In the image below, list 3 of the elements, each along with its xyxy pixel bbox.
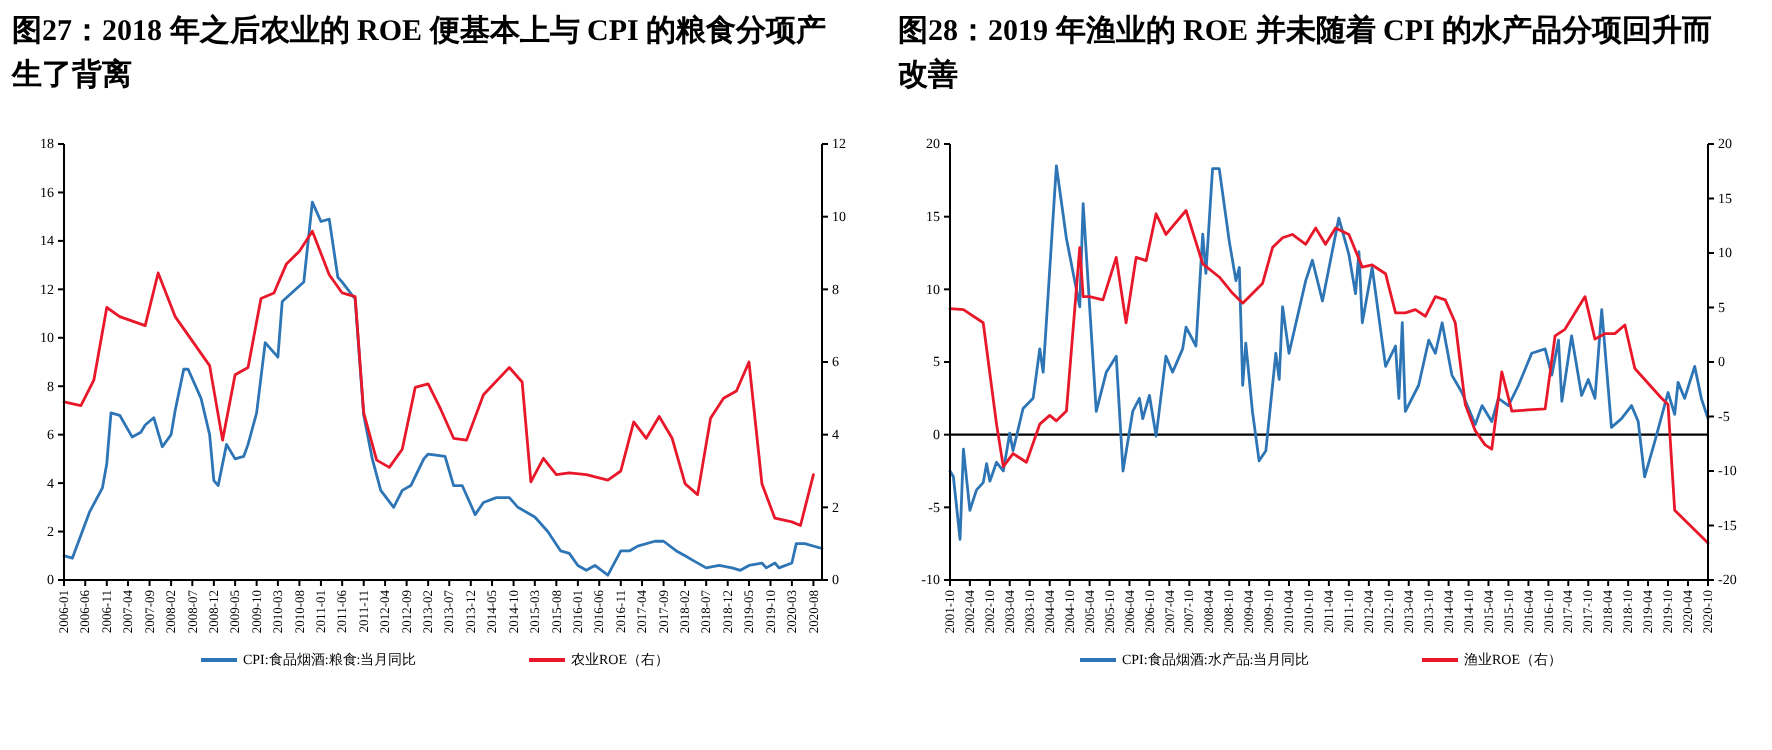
chart-title: 图27：2018 年之后农业的 ROE 便基本上与 CPI 的粮食分项产生了背离 [10,12,827,92]
line-series [62,229,815,527]
chart-title: 图28：2019 年渔业的 ROE 并未随着 CPI 的水产品分项回升而改善 [898,12,1713,92]
